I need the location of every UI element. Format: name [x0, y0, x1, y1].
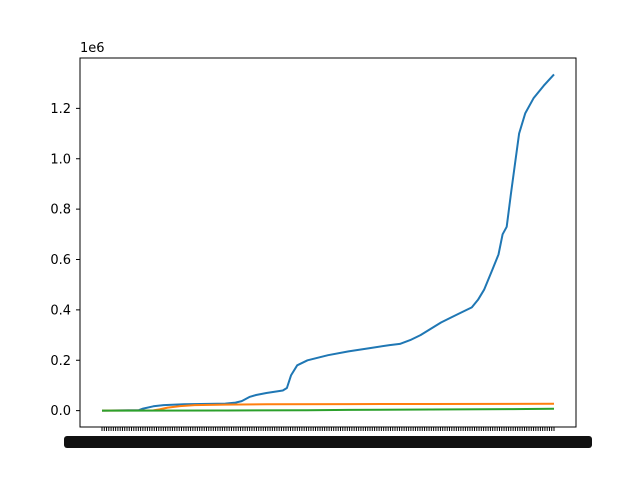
- x-tick-labels-overlap: [64, 436, 592, 448]
- y-axis-offset-text: 1e6: [80, 41, 105, 56]
- x-axis: [64, 427, 592, 448]
- axes-frame: [79, 57, 577, 428]
- y-tick-label: 0.8: [50, 203, 71, 218]
- y-tick-label: 0.2: [50, 354, 71, 369]
- y-tick-label: 0.4: [50, 303, 71, 318]
- series-line-1: [101, 73, 555, 412]
- y-axis: 0.0 0.2 0.4 0.6 0.8 1.0 1.2: [50, 102, 80, 419]
- plot-lines: [101, 73, 555, 412]
- y-tick-label: 0.0: [50, 404, 71, 419]
- series-line-3: [101, 407, 555, 412]
- y-tick-label: 0.6: [50, 253, 71, 268]
- y-tick-label: 1.2: [50, 102, 71, 117]
- y-tick-label: 1.0: [50, 152, 71, 167]
